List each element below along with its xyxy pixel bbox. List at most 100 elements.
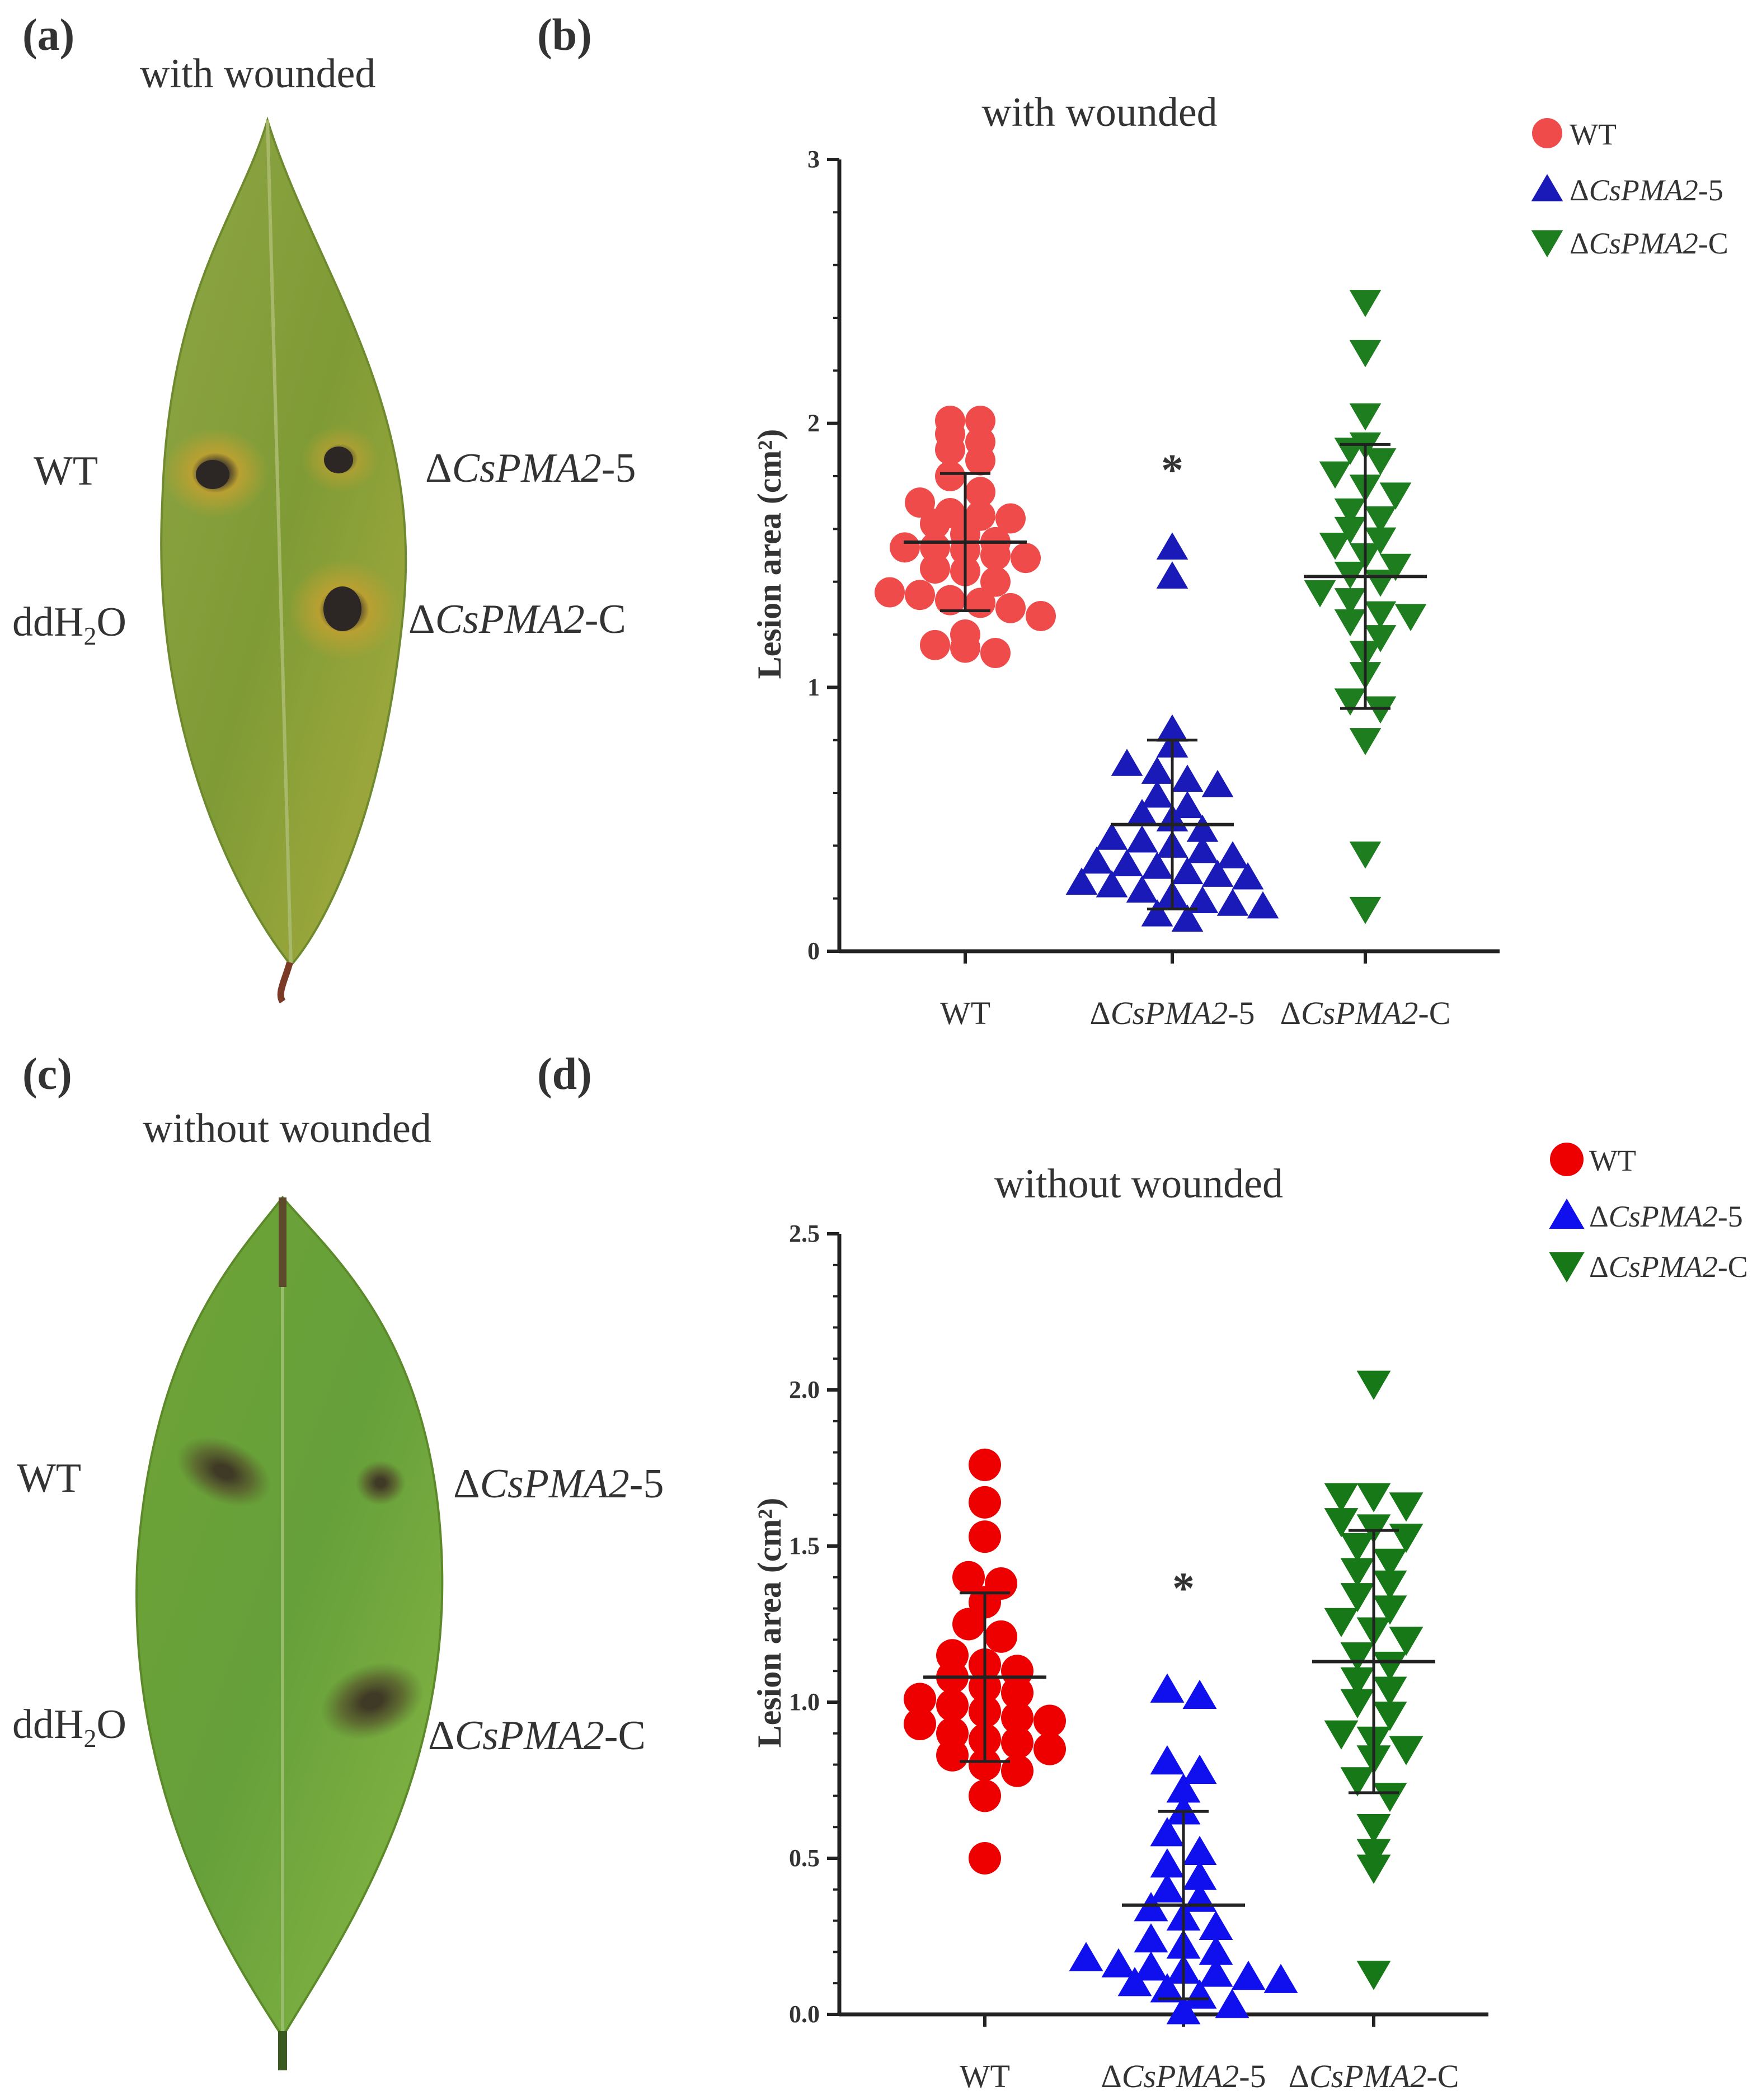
data-point	[1373, 1676, 1407, 1706]
data-point	[1373, 1595, 1407, 1625]
data-point	[952, 1608, 985, 1641]
data-point	[1096, 823, 1128, 850]
data-point	[969, 1842, 1001, 1875]
data-point	[965, 477, 995, 508]
data-point	[920, 553, 950, 584]
data-point	[1324, 1483, 1359, 1512]
data-point	[1199, 1957, 1233, 1987]
data-point	[1340, 1767, 1375, 1797]
series-1	[1069, 1673, 1298, 2024]
data-point	[1156, 561, 1188, 589]
legend-label: ΔCsPMA2-C	[1570, 227, 1728, 260]
data-point	[1011, 543, 1041, 574]
data-point	[1199, 1935, 1233, 1965]
data-point	[1033, 1704, 1066, 1737]
data-point	[1156, 714, 1188, 742]
panel-label-b: (b)	[537, 11, 592, 60]
data-point	[1364, 696, 1397, 724]
data-point	[920, 532, 950, 563]
data-point	[1141, 780, 1173, 808]
data-point	[1201, 859, 1234, 887]
legend-marker	[1531, 174, 1563, 201]
data-point	[965, 405, 995, 436]
data-point	[890, 532, 920, 563]
data-point	[1216, 841, 1249, 868]
data-point	[980, 638, 1011, 669]
panel-label-c: (c)	[22, 1050, 72, 1099]
data-point	[1364, 625, 1397, 652]
data-point	[969, 1448, 1001, 1481]
data-point	[950, 632, 980, 663]
leaf-label-mutant-unwounded: ΔCsPMA2-5	[453, 1461, 664, 1507]
leaf-title-unwounded: without wounded	[143, 1106, 431, 1152]
leaf-label-ddh2o-wounded: ddH2O	[12, 599, 126, 650]
data-point	[1111, 849, 1143, 876]
data-point	[1117, 1967, 1152, 1996]
data-point	[1349, 403, 1382, 431]
data-point	[1356, 1514, 1391, 1544]
data-point	[1001, 1754, 1033, 1787]
data-point	[905, 487, 935, 518]
data-point	[1126, 825, 1158, 853]
data-point	[1373, 1651, 1407, 1681]
data-point	[1364, 527, 1397, 555]
data-point	[1101, 1948, 1136, 1977]
data-point	[969, 1779, 1001, 1812]
data-point	[1111, 749, 1143, 776]
legend-label: WT	[1589, 1144, 1636, 1177]
data-point	[1356, 1370, 1391, 1400]
data-point	[1096, 870, 1128, 898]
data-point	[1171, 904, 1204, 932]
legend-marker	[1549, 1252, 1585, 1282]
data-point	[1126, 875, 1158, 903]
data-point	[1201, 769, 1234, 797]
data-point	[1340, 1558, 1375, 1587]
data-point	[1324, 1508, 1359, 1538]
data-point	[980, 540, 1011, 571]
x-tick-label: ΔCsPMA2-C	[1289, 2058, 1459, 2094]
data-point	[1215, 1989, 1249, 2018]
legend-label: WT	[1570, 118, 1617, 151]
data-point	[1340, 1667, 1375, 1697]
data-point	[1232, 862, 1264, 890]
data-point	[1364, 601, 1397, 629]
data-point	[1373, 1548, 1407, 1578]
x-tick-label: ΔCsPMA2-5	[1101, 2058, 1266, 2094]
data-point	[936, 1739, 969, 1772]
data-point	[1150, 1973, 1185, 2003]
data-point	[1141, 852, 1173, 879]
data-point	[1349, 340, 1382, 368]
data-point	[1026, 600, 1056, 631]
data-point	[1373, 1783, 1407, 1812]
data-point	[905, 580, 935, 610]
data-point	[1373, 1570, 1407, 1600]
data-point	[1356, 1483, 1391, 1512]
panel-label-a: (a)	[22, 11, 75, 60]
y-tick-label: 0.0	[789, 2000, 820, 2028]
data-point	[1334, 516, 1366, 544]
data-point	[1389, 1492, 1424, 1522]
scatter-chart-unwounded: without wounded 0.0 0.5 1.0 1.5 2.0 2.5 Lesion …	[751, 1143, 1748, 2094]
data-point	[1349, 896, 1382, 924]
data-point	[1150, 1745, 1185, 1775]
data-point	[965, 445, 995, 476]
data-point	[1349, 841, 1382, 869]
data-point	[1334, 609, 1366, 637]
data-point	[1349, 290, 1382, 317]
y-tick-label: 1.5	[789, 1532, 820, 1559]
data-point	[1150, 1873, 1185, 1902]
y-tick-label: 0	[807, 937, 820, 965]
chart-title: with wounded	[981, 90, 1217, 135]
leaf-label-mutant-wounded: ΔCsPMA2-5	[425, 445, 636, 491]
y-tick-label: 2.0	[789, 1376, 820, 1403]
legend-label: ΔCsPMA2-5	[1589, 1200, 1743, 1233]
data-point	[1324, 1608, 1359, 1637]
data-point	[1126, 798, 1158, 826]
data-point	[1334, 588, 1366, 616]
data-point	[969, 1748, 1001, 1781]
series-2	[1304, 290, 1427, 924]
y-tick-label: 2	[807, 410, 820, 437]
data-point	[1356, 1961, 1391, 1990]
data-point	[1033, 1732, 1066, 1765]
data-point	[1080, 846, 1113, 874]
